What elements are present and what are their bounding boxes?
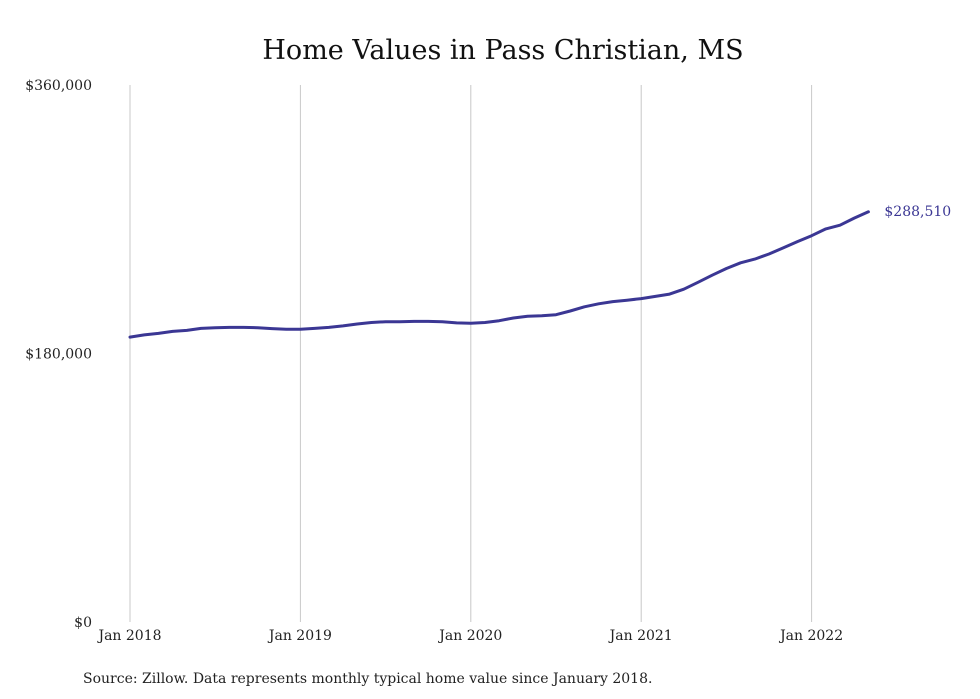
x-tick-label: Jan 2022: [778, 628, 843, 644]
vertical-gridlines: [129, 85, 813, 622]
source-note: Source: Zillow. Data represents monthly …: [83, 671, 652, 687]
y-axis-ticks: $0 $180,000 $360,000: [25, 78, 92, 631]
x-tick-label: Jan 2021: [608, 628, 673, 644]
x-tick-label: Jan 2020: [437, 628, 502, 644]
end-value-label: $288,510: [884, 204, 951, 220]
x-axis-ticks: Jan 2018 Jan 2019 Jan 2020 Jan 2021 Jan 2022: [96, 628, 843, 644]
y-tick-label: $0: [74, 615, 92, 631]
x-tick-label: Jan 2018: [96, 628, 161, 644]
y-tick-label: $180,000: [25, 347, 92, 363]
series-group: $288,510: [128, 204, 951, 339]
y-tick-label: $360,000: [25, 78, 92, 94]
chart-title: Home Values in Pass Christian, MS: [262, 35, 743, 66]
x-tick-label: Jan 2019: [267, 628, 332, 644]
series-line-0: [128, 210, 870, 339]
